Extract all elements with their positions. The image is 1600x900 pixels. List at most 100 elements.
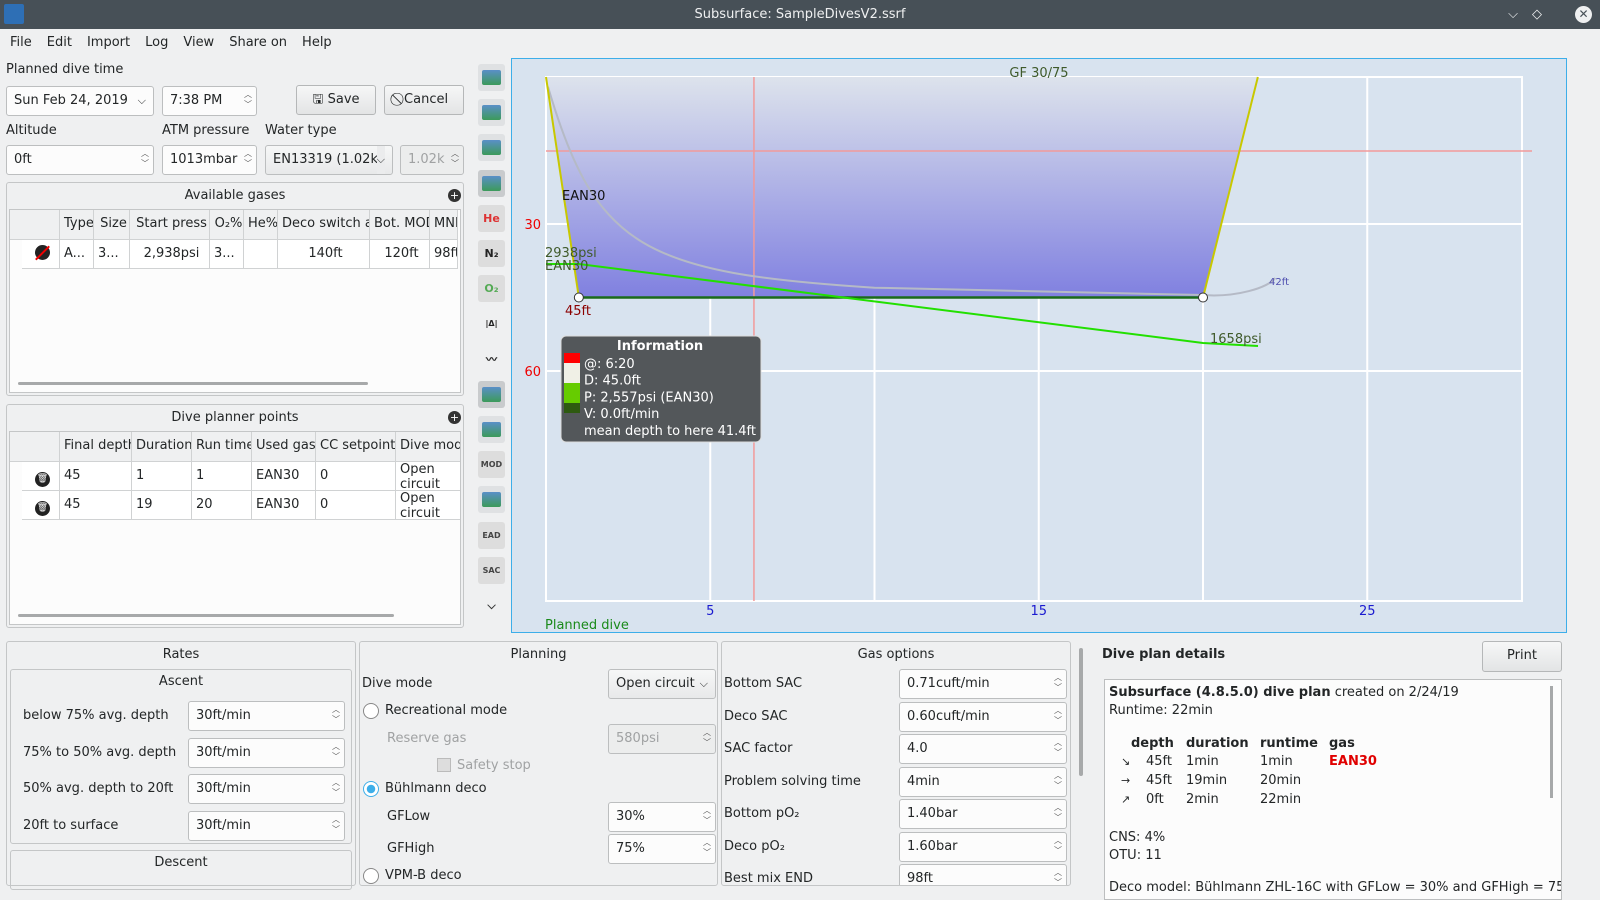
delete-point-icon[interactable]: 🗑 [22,462,60,491]
spinner-icon[interactable]: ︿ ﹀ [703,838,711,857]
safety-stop-checkbox[interactable] [437,758,451,772]
water-type-select[interactable]: EN13319 (1.02k ⌵ [265,145,393,175]
point-cell[interactable]: 0 [316,462,396,491]
spinner-icon[interactable]: ︿ ﹀ [1054,835,1062,855]
gas-cell[interactable] [244,240,278,269]
mod-icon[interactable]: MOD [478,451,505,479]
gases-column-header[interactable]: O₂% [210,210,244,240]
rate-field[interactable]: 30ft/min ︿ ﹀ [188,737,345,768]
time-field[interactable]: 7:38 PM ︿ ﹀ [162,86,257,116]
chevron-down-icon[interactable]: ⌵ [487,598,496,612]
spinner-icon[interactable]: ︿ ﹀ [1054,770,1062,790]
sac-icon[interactable]: SAC [478,556,505,584]
menu-help[interactable]: Help [302,35,332,50]
gas-option-field[interactable]: 0.71cuft/min ︿ ﹀ [899,669,1067,699]
n2-icon[interactable]: N₂ [478,240,505,267]
rate-field[interactable]: 30ft/min ︿ ﹀ [188,810,345,841]
gas-option-field[interactable]: 0.60cuft/min ︿ ﹀ [899,701,1067,732]
spinner-icon[interactable]: ︿ ﹀ [1054,738,1062,757]
delete-point-icon[interactable]: 🗑 [22,491,60,520]
date-picker[interactable]: Sun Feb 24, 2019 ⌵ [6,86,154,116]
scale-icon[interactable]: |Δ| [485,319,498,329]
print-button[interactable]: Print [1482,641,1562,672]
spinner-icon[interactable]: ︿ ﹀ [244,149,252,168]
gas-option-field[interactable]: 4.0 ︿ ﹀ [899,734,1067,764]
dive-mode-select[interactable]: Open circuit ⌵ [608,669,716,699]
add-point-icon[interactable]: + [448,411,461,424]
close-icon[interactable]: ✕ [1575,6,1592,23]
dive-computer-icon[interactable] [478,64,505,91]
spinner-icon[interactable]: ︿ ﹀ [141,149,149,168]
gases-column-header[interactable]: MND [430,210,458,240]
point-cell[interactable]: 19 [132,491,192,520]
map-icon[interactable] [478,380,505,408]
buhlmann-radio[interactable] [363,781,379,797]
o2-icon[interactable]: O₂ [478,275,505,303]
points-column-header[interactable]: Dive mode [396,432,460,462]
altitude-field[interactable]: 0ft ︿ ﹀ [6,145,154,175]
point-cell[interactable]: 20 [192,491,252,520]
gfhigh-field[interactable]: 75% ︿ ﹀ [608,834,716,864]
ead-icon[interactable]: EAD [478,521,505,549]
point-cell[interactable]: 0 [316,491,396,520]
save-button[interactable]: 🖫 Save [296,85,376,115]
menu-share[interactable]: Share on [229,35,288,50]
calculated-ceiling-icon[interactable] [478,169,505,197]
he-icon[interactable]: He [478,204,505,232]
point-cell[interactable]: EAN30 [252,491,316,520]
points-column-header[interactable]: CC setpoint [316,432,396,462]
point-cell[interactable]: 45 [60,462,132,491]
recreational-radio[interactable] [363,703,379,719]
menu-view[interactable]: View [183,35,215,50]
rate-field[interactable]: 30ft/min ︿ ﹀ [188,774,345,804]
maximize-icon[interactable]: ◇ [1532,7,1542,22]
gas-cell[interactable]: A... [60,240,94,269]
spinner-icon[interactable]: ︿ ﹀ [703,806,711,825]
gflow-field[interactable]: 30% ︿ ﹀ [608,802,716,832]
points-column-header[interactable]: Duration [132,432,192,462]
gas-option-field[interactable]: 98ft ︿ ﹀ [899,864,1067,886]
dive-point-handle[interactable] [573,292,584,303]
menu-file[interactable]: File [10,35,32,50]
points-column-header[interactable]: Final depth [60,432,132,462]
points-hscrollbar[interactable] [18,614,394,617]
ceiling-icon[interactable] [478,134,505,162]
gas-cell[interactable]: 3... [210,240,244,269]
splitter-handle[interactable] [1079,648,1083,776]
gas-cell[interactable]: 3... [94,240,130,269]
cancel-button[interactable]: ⃠ Cancel [384,85,464,115]
atm-pressure-field[interactable]: 1013mbar ︿ ﹀ [162,145,257,175]
ocean-icon[interactable] [478,99,505,127]
spinner-icon[interactable]: ︿ ﹀ [1054,803,1062,822]
gas-option-field[interactable]: 4min ︿ ﹀ [899,766,1067,797]
point-cell[interactable]: EAN30 [252,462,316,491]
rate-field[interactable]: 30ft/min ︿ ﹀ [188,701,345,731]
point-cell[interactable]: Open circuit [396,462,460,491]
gas-option-field[interactable]: 1.40bar ︿ ﹀ [899,799,1067,829]
menu-log[interactable]: Log [145,35,169,50]
spinner-icon[interactable]: ︿ ﹀ [332,741,340,761]
spinner-icon[interactable]: ︿ ﹀ [1054,868,1062,886]
vpmb-radio[interactable] [363,868,379,884]
gases-column-header[interactable]: He% [244,210,278,240]
add-gas-icon[interactable]: + [448,189,461,202]
spinner-icon[interactable]: ︿ ﹀ [332,814,340,834]
spinner-icon[interactable]: ︿ ﹀ [1054,705,1062,725]
point-cell[interactable]: 1 [132,462,192,491]
spinner-icon[interactable]: ︿ ﹀ [332,778,340,797]
points-column-header[interactable]: Run time [192,432,252,462]
menu-import[interactable]: Import [86,35,131,50]
spinner-icon[interactable]: ︿ ﹀ [332,705,340,724]
gases-column-header[interactable]: Deco switch at [278,210,370,240]
spinner-icon[interactable]: ︿ ﹀ [244,90,252,109]
point-cell[interactable]: 1 [192,462,252,491]
gas-cell[interactable]: 120ft [370,240,430,269]
points-column-header[interactable]: Used gas [252,432,316,462]
gases-column-header[interactable]: Type [60,210,94,240]
gases-hscrollbar[interactable] [18,382,368,385]
menu-edit[interactable]: Edit [46,35,72,50]
profile-chart[interactable]: GF 30/75 EAN30 2938psi EAN30 45ft 1658psi 42ft… [511,58,1567,633]
dive-point-handle[interactable] [1198,292,1208,303]
gas-cell[interactable]: 98ft [430,240,458,269]
point-cell[interactable]: 45 [60,491,132,520]
